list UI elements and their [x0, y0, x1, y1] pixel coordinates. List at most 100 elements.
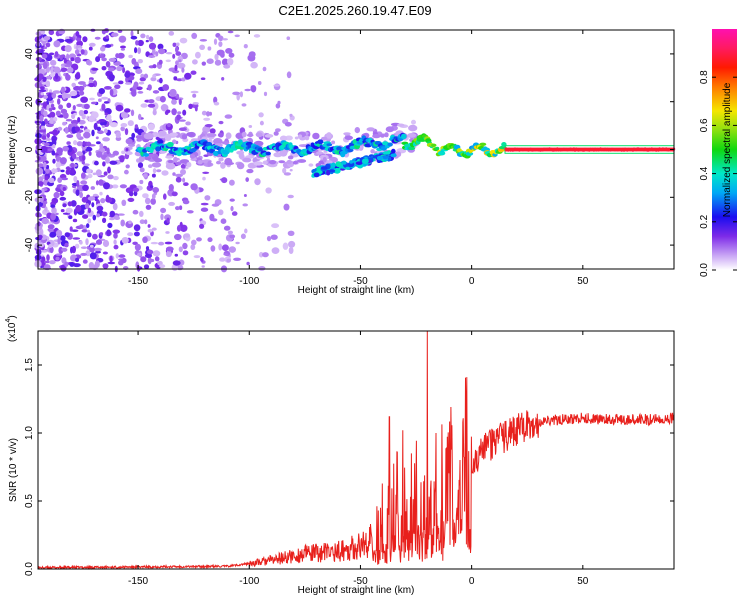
- spectrogram-cell: [80, 246, 88, 249]
- spectrogram-cell: [229, 234, 236, 239]
- spectrogram-cell: [214, 59, 222, 66]
- spectrogram-cell: [98, 119, 106, 123]
- spectrogram-cell: [135, 68, 143, 74]
- spectrogram-cell: [184, 72, 192, 80]
- spectrogram-cell: [171, 191, 178, 197]
- spectrogram-cell: [232, 91, 241, 96]
- spectrogram-cell: [107, 222, 113, 229]
- spectrogram-cell: [289, 169, 293, 172]
- spectrogram-cell: [308, 163, 314, 167]
- spectrogram-cell: [50, 103, 55, 109]
- spectrogram-cell: [41, 53, 48, 59]
- spectrogram-cell: [203, 117, 211, 121]
- spectrogram-cell: [161, 170, 169, 176]
- spectrogram-cell: [176, 225, 182, 232]
- spectrogram-cell: [383, 141, 389, 145]
- spectrogram-cell: [286, 71, 292, 79]
- spectrogram-cell: [157, 43, 164, 50]
- spectrogram-cell: [284, 122, 292, 127]
- spectrogram-cell: [45, 80, 51, 87]
- spectrogram-cell: [87, 218, 92, 224]
- spectrogram-cell: [258, 266, 266, 271]
- spectrogram-cell: [218, 243, 223, 251]
- spectrogram-cell: [90, 186, 96, 190]
- spectrogram-cell: [44, 176, 49, 181]
- y-tick-label: 0.0: [24, 562, 35, 576]
- spectrogram-cell: [67, 201, 73, 207]
- colorbar-tick-label: 0.2: [699, 214, 710, 228]
- spectrogram-cell: [199, 223, 205, 229]
- spectrogram-cell: [101, 96, 109, 100]
- spectrogram-cell: [153, 108, 157, 113]
- spectrogram-cell: [225, 48, 233, 54]
- spectrogram-cell: [278, 160, 286, 164]
- spectrogram-cell: [101, 66, 107, 71]
- spectrogram-cell: [265, 187, 272, 194]
- spectrogram-cell: [100, 53, 104, 59]
- spectrogram-cell: [186, 132, 194, 137]
- colorbar: 0.0 0.2 0.4 0.6 0.8 Normalized spectral ampl…: [699, 29, 737, 277]
- spectrogram-cell: [120, 111, 129, 119]
- spectrogram-cell: [139, 219, 145, 224]
- spectrogram-cell: [134, 47, 138, 54]
- spectrogram-cell: [105, 156, 110, 164]
- spectrogram-cell: [159, 77, 163, 84]
- spectrogram-cell: [142, 236, 148, 243]
- spectrogram-cell: [182, 199, 190, 205]
- spectrogram-cell: [106, 147, 110, 155]
- spectrogram-cell: [125, 164, 130, 169]
- spectrogram-cell: [138, 81, 145, 85]
- spectrogram-cell: [167, 123, 171, 128]
- spectrogram-cell: [73, 85, 81, 91]
- spectrogram-cell: [125, 148, 129, 152]
- spectrogram-cell: [60, 235, 66, 242]
- spectrogram-cell: [115, 253, 120, 259]
- spectrogram-cell: [250, 85, 257, 93]
- spectrogram-cell: [238, 153, 245, 159]
- spectrogram-cell: [173, 76, 178, 81]
- spectrogram-cell: [218, 120, 224, 125]
- spectrogram-cell: [194, 105, 198, 112]
- spectrogram-cell: [121, 237, 129, 244]
- spectrogram-cell: [213, 38, 218, 45]
- spectrogram-cell: [147, 257, 152, 265]
- spectrogram-cell: [181, 77, 186, 82]
- spectrogram-cell: [111, 32, 119, 37]
- spectrogram-cell: [209, 128, 216, 134]
- spectrogram-cell: [109, 89, 114, 96]
- snr-ylabel: SNR (10 * v/v): [8, 438, 19, 502]
- spectrogram-cell: [118, 80, 124, 85]
- spectrogram-cell: [49, 111, 56, 118]
- spectrogram-cell: [40, 145, 48, 153]
- spectrogram-cell: [411, 119, 416, 125]
- spectrogram-cell: [120, 219, 125, 227]
- spectrogram-cell: [87, 232, 92, 238]
- spectrogram-cell: [228, 52, 235, 58]
- spectrogram-cell: [197, 160, 203, 165]
- spectrogram-cell: [41, 189, 45, 195]
- spectrogram-cell: [51, 168, 58, 174]
- spectrogram-cell: [210, 245, 216, 252]
- spectrogram-cell: [79, 125, 84, 129]
- spectrogram-cell: [317, 139, 324, 145]
- spectrogram-cell: [59, 196, 67, 201]
- spectrogram-cell: [172, 260, 181, 266]
- spectrogram-cell: [66, 102, 72, 109]
- spectrogram-cell: [165, 231, 170, 234]
- spectrogram-cell: [51, 197, 59, 204]
- spectrogram-cell: [148, 153, 155, 158]
- spectrogram-cell: [74, 49, 80, 55]
- spectrogram-cell: [47, 224, 55, 230]
- spectrogram-cell: [227, 30, 234, 34]
- spectrogram-cell: [152, 47, 156, 56]
- spectrogram-cell: [65, 207, 73, 214]
- colorbar-tick-label: 0.6: [699, 118, 710, 132]
- spectrogram-cell: [125, 151, 133, 156]
- spectrogram-cell: [200, 207, 209, 212]
- spectrogram-cell: [190, 183, 198, 191]
- spectrogram-cell: [147, 55, 156, 58]
- spectrogram-cell: [273, 131, 279, 136]
- spectrogram-cell: [171, 99, 177, 105]
- spectrogram-cell: [94, 160, 99, 166]
